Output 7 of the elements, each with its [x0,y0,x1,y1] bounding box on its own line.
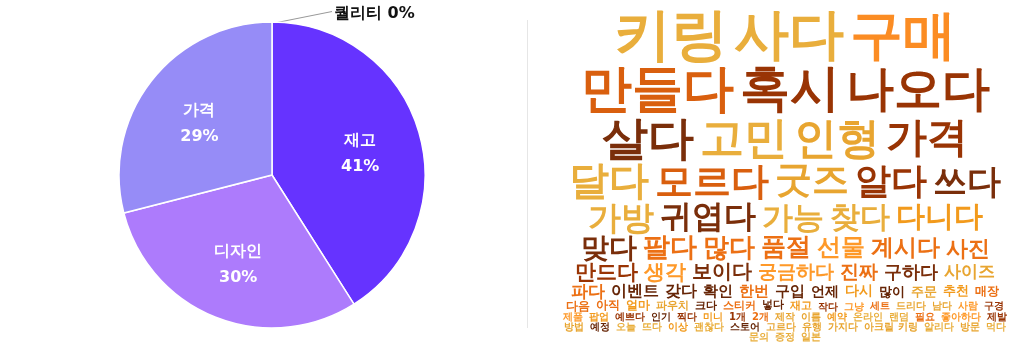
data-label: 41% [341,156,380,176]
data-label: 30% [219,267,258,287]
slice-label: 재고 [343,130,377,150]
data-label: 29% [180,125,219,145]
slice-label: 가격 [183,99,216,119]
slice-label: 디자인 [214,241,263,261]
legend-label: 퀄리티 0% [334,2,415,22]
